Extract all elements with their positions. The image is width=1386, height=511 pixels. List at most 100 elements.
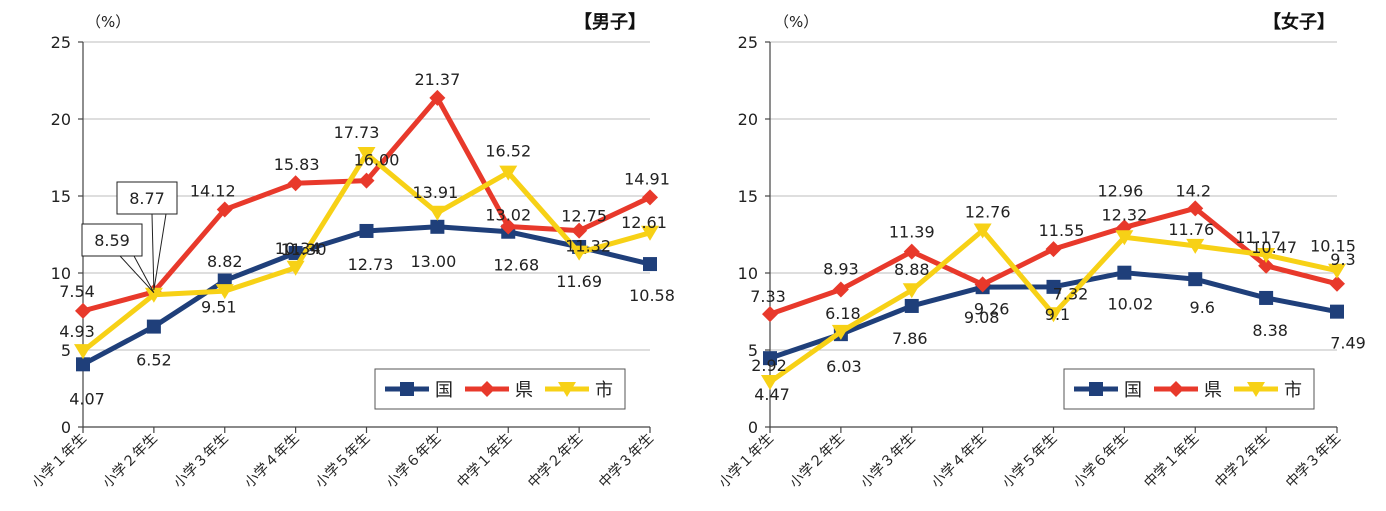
x-tick-label: 小学１年生 <box>716 431 777 492</box>
data-point-kuni <box>430 219 445 234</box>
x-tick-label: 中学２年生 <box>1212 431 1273 492</box>
data-label-shi: 16.52 <box>485 142 531 161</box>
y-tick-label: 20 <box>738 110 758 129</box>
legend: 国県市 <box>1063 368 1315 410</box>
data-point-kuni <box>288 245 303 260</box>
data-label-shi: 8.82 <box>207 252 243 271</box>
data-point-kuni <box>763 351 777 366</box>
data-point-ken <box>1258 257 1275 274</box>
data-point-kuni <box>643 257 657 272</box>
data-point-shi <box>499 165 518 181</box>
x-tick-label: 中学３年生 <box>1283 431 1344 492</box>
data-label-kuni: 9.08 <box>964 308 1000 327</box>
chart-panel-girls: 0 5 10 15 20 25 小学１年生 小学２年生 小学３年生 小学４年生 小学５年生 小学６年生… <box>716 11 1366 491</box>
legend-marker-shi <box>558 382 576 397</box>
callout-pointer <box>118 255 155 294</box>
data-point-kuni <box>1117 265 1132 280</box>
legend-marker-ken <box>479 381 495 397</box>
data-point-kuni <box>1259 290 1274 305</box>
data-point-shi <box>286 260 305 276</box>
data-point-kuni <box>904 298 919 313</box>
y-tick-label: 25 <box>51 33 71 52</box>
data-label-kuni: 9.6 <box>1190 298 1215 317</box>
data-point-shi <box>902 283 921 299</box>
x-tick-label: 中学２年生 <box>525 431 586 492</box>
data-label-ken: 14.91 <box>624 169 670 188</box>
data-label-ken: 13.02 <box>485 205 531 224</box>
data-label-ken: 7.33 <box>750 287 786 306</box>
data-label-shi: 13.91 <box>412 183 458 202</box>
data-label-ken: 8.77 <box>129 189 165 208</box>
data-label-kuni: 10.58 <box>629 286 675 305</box>
callout-box <box>116 181 178 215</box>
data-point-shi <box>1044 307 1063 323</box>
data-label-shi: 4.93 <box>59 322 95 341</box>
data-point-shi <box>144 287 163 303</box>
data-point-ken <box>500 218 517 235</box>
chart-panel-boys: 0 5 10 15 20 25 小学１年生 小学２年生 小学３年生 小学４年生 小学５年生 小学６年生… <box>29 12 675 491</box>
data-point-shi <box>570 245 589 261</box>
x-tick-label: 小学２年生 <box>100 431 161 492</box>
data-label-kuni: 10.02 <box>1107 295 1153 314</box>
x-tick-label: 小学１年生 <box>29 431 90 492</box>
data-label-shi: 6.18 <box>825 304 861 323</box>
data-point-shi <box>1186 238 1205 254</box>
data-label-kuni: 9.1 <box>1045 305 1070 324</box>
data-label-shi: 2.92 <box>751 356 787 375</box>
data-point-shi <box>1257 247 1276 263</box>
chart-title: 【女子】 <box>1263 11 1335 33</box>
y-tick-label: 5 <box>61 341 71 360</box>
legend-label-shi: 市 <box>1284 380 1302 401</box>
data-label-shi: 11.32 <box>565 237 611 256</box>
data-label-ken: 16.00 <box>354 151 400 170</box>
data-label-ken: 12.75 <box>561 207 607 226</box>
data-point-shi <box>74 344 92 360</box>
y-tick-label: 0 <box>61 418 71 437</box>
data-label-shi: 12.61 <box>621 213 667 232</box>
data-point-shi <box>1115 230 1134 246</box>
data-point-kuni <box>76 357 90 372</box>
data-point-kuni <box>1188 272 1203 287</box>
x-tick-label: 小学３年生 <box>171 431 232 492</box>
data-label-shi: 7.32 <box>1053 284 1089 303</box>
legend-marker-ken <box>1168 381 1184 397</box>
y-tick-label: 20 <box>51 110 71 129</box>
data-label-shi: 11.17 <box>1235 228 1281 247</box>
data-point-shi <box>641 225 659 241</box>
data-point-shi <box>761 375 779 391</box>
callout-box <box>81 223 143 257</box>
data-label-shi: 8.59 <box>94 231 130 250</box>
data-point-kuni <box>217 273 232 288</box>
y-tick-label: 15 <box>738 187 758 206</box>
data-label-shi: 8.88 <box>894 260 930 279</box>
y-tick-label: 15 <box>51 187 71 206</box>
data-label-shi: 12.32 <box>1101 205 1147 224</box>
legend: 国県市 <box>374 368 626 410</box>
data-label-kuni: 7.86 <box>892 329 928 348</box>
data-label-shi: 17.73 <box>334 123 380 142</box>
y-tick-label: 0 <box>748 418 758 437</box>
data-point-ken <box>1187 200 1204 217</box>
data-label-ken: 14.12 <box>190 182 236 201</box>
data-point-shi <box>831 324 850 340</box>
data-point-ken <box>974 276 991 293</box>
data-point-shi <box>973 223 992 239</box>
legend-label-shi: 市 <box>595 380 613 401</box>
data-label-shi: 11.76 <box>1168 220 1214 239</box>
series-ken <box>762 200 1345 323</box>
legend-marker-kuni <box>1089 382 1103 396</box>
data-point-shi <box>1328 263 1346 279</box>
data-point-ken <box>1329 275 1345 292</box>
unit-label: （%） <box>86 13 130 31</box>
data-label-ken: 7.54 <box>59 282 95 301</box>
data-point-ken <box>571 222 588 239</box>
data-label-shi: 10.34 <box>275 239 321 258</box>
y-tick-label: 10 <box>738 264 758 283</box>
data-label-ken: 21.37 <box>414 70 460 89</box>
data-label-ken: 15.83 <box>274 155 320 174</box>
data-point-ken <box>762 306 778 323</box>
data-label-shi: 10.15 <box>1310 237 1356 256</box>
data-label-ken: 10.47 <box>1251 238 1297 257</box>
data-label-kuni: 12.68 <box>493 256 539 275</box>
